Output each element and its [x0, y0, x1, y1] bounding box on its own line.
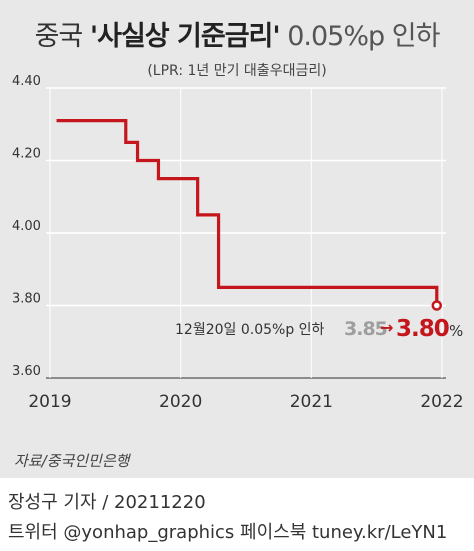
rate-series-line	[56, 119, 439, 306]
byline: 장성구 기자 / 20211220	[8, 492, 206, 513]
social-links: 트위터 @yonhap_graphics 페이스북 tuney.kr/LeYN1	[8, 522, 448, 543]
source-note: 자료/중국인민은행	[14, 452, 130, 470]
x-tick-label: 2019	[28, 392, 71, 412]
footer: 장성구 기자 / 20211220 트위터 @yonhap_graphics 페…	[0, 478, 474, 551]
x-tick-label: 2021	[290, 392, 333, 412]
chart-title: 중국 '사실상 기준금리' 0.05%p 인하	[0, 14, 474, 53]
annotation-unit: %	[449, 322, 463, 340]
end-point-marker	[431, 300, 443, 311]
annotation-from-value: 3.85	[344, 318, 387, 340]
title-suffix: 0.05%p 인하	[279, 21, 440, 52]
annotation-label: 12월20일 0.05%p 인하	[175, 322, 325, 338]
x-tick-label: 2022	[420, 392, 463, 412]
x-tick-label: 2020	[159, 392, 202, 412]
chart-subtitle: (LPR: 1년 만기 대출우대금리)	[147, 63, 327, 79]
y-tick-label: 4.20	[12, 147, 41, 162]
rate-chart: 3.60 3.80 4.00 4.20 4.40 2019 2020 2021 2022 12월2…	[12, 74, 464, 412]
y-tick-label: 3.60	[12, 364, 41, 379]
annotation-arrow: →	[380, 318, 393, 337]
y-tick-label: 4.00	[12, 219, 41, 234]
title-prefix: 중국	[34, 21, 90, 52]
title-main: '사실상 기준금리'	[89, 21, 281, 52]
y-tick-label: 3.80	[12, 292, 41, 307]
annotation-to-value: 3.80	[396, 316, 449, 342]
y-tick-label: 4.40	[12, 74, 41, 89]
